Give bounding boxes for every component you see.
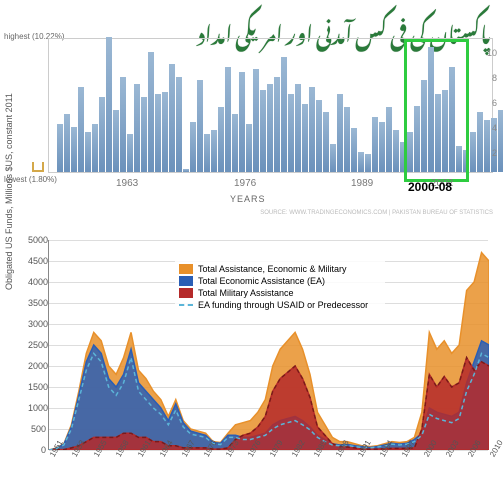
gdp-bar	[106, 37, 112, 172]
gdp-bar	[253, 69, 259, 172]
gdp-bar	[57, 124, 63, 172]
gdp-bar	[337, 94, 343, 172]
chart2-y-tick: 4000	[28, 277, 46, 287]
gdp-bar	[148, 52, 154, 172]
gdp-bar	[176, 77, 182, 172]
gdp-bar	[141, 97, 147, 172]
gdp-bar	[64, 114, 70, 172]
chart2-y-tick: 500	[28, 424, 46, 434]
gdp-bar	[498, 110, 503, 172]
gdp-bar	[211, 130, 217, 172]
gdp-bar	[169, 64, 175, 172]
gdp-bar	[288, 94, 294, 172]
legend-swatch	[179, 276, 193, 286]
legend-label: Total Economic Assistance (EA)	[198, 276, 325, 286]
gdp-bar	[239, 72, 245, 172]
chart1-y-tick: 6	[492, 98, 497, 108]
gdp-bar	[78, 87, 84, 172]
legend-label: EA funding through USAID or Predecessor	[198, 300, 368, 310]
gdp-bar	[120, 77, 126, 172]
legend-label: Total Assistance, Economic & Military	[198, 264, 347, 274]
gdp-bar	[393, 130, 399, 172]
gdp-bar	[85, 132, 91, 172]
gdp-bar	[113, 110, 119, 172]
gdp-bar	[344, 107, 350, 172]
chart2-y-tick: 1000	[28, 403, 46, 413]
chart2-legend: Total Assistance, Economic & Military Tot…	[175, 258, 385, 316]
gdp-bar	[71, 127, 77, 172]
gdp-bar	[204, 134, 210, 172]
gdp-bar	[225, 67, 231, 172]
legend-row: EA funding through USAID or Predecessor	[179, 300, 381, 310]
chart1-y-tick: 2	[492, 148, 497, 158]
legend-swatch	[179, 264, 193, 274]
chart2-y-tick: 0	[28, 445, 46, 455]
chart1-x-axis-label: YEARS	[230, 194, 266, 204]
gdp-bar	[127, 134, 133, 172]
gdp-bar	[365, 154, 371, 172]
chart1-x-tick: 1989	[351, 178, 373, 189]
gdp-bar	[162, 92, 168, 172]
highlight-2000-08-box	[404, 39, 469, 182]
gdp-bar	[260, 90, 266, 172]
gdp-bar	[484, 120, 490, 172]
gdp-bar	[190, 122, 196, 172]
gdp-growth-chart: highest (10.22%) lowest (1.80%) 108642 1…	[0, 30, 503, 210]
gdp-bar	[330, 144, 336, 172]
chart2-x-tick: 2010	[488, 439, 503, 459]
chart2-y-tick: 3000	[28, 319, 46, 329]
chart2-y-tick: 1500	[28, 382, 46, 392]
gdp-bar	[309, 87, 315, 172]
legend-swatch	[179, 288, 193, 298]
gdp-bar	[351, 128, 357, 172]
chart2-y-tick: 3500	[28, 298, 46, 308]
gdp-bar	[92, 124, 98, 172]
chart2-y-tick: 2000	[28, 361, 46, 371]
chart1-y-tick: 4	[492, 123, 497, 133]
chart1-x-tick: 1976	[234, 178, 256, 189]
gdp-bar	[183, 169, 189, 172]
legend-label: Total Military Assistance	[198, 288, 294, 298]
gdp-bar	[197, 80, 203, 172]
gdp-bar	[246, 124, 252, 172]
gdp-bar	[281, 57, 287, 172]
gdp-bar	[323, 112, 329, 172]
gdp-bar	[295, 84, 301, 172]
us-aid-chart: Obligated US Funds, Millions $US, consta…	[0, 230, 503, 503]
gdp-bar	[358, 152, 364, 172]
highlight-2000-08-label: 2000-08	[408, 180, 452, 194]
lowest-marker-icon	[32, 162, 44, 172]
gdp-bar	[386, 107, 392, 172]
chart2-y-tick: 4500	[28, 256, 46, 266]
gdp-bar	[470, 132, 476, 172]
chart1-x-tick: 1963	[116, 178, 138, 189]
gdp-bar	[267, 84, 273, 172]
gdp-bar	[134, 84, 140, 172]
legend-row: Total Military Assistance	[179, 288, 381, 298]
legend-swatch	[179, 304, 193, 306]
chart1-y-tick: 10	[487, 48, 497, 58]
chart2-y-tick: 5000	[28, 235, 46, 245]
gdp-bar	[316, 100, 322, 172]
gdp-bar	[302, 104, 308, 172]
gdp-bar	[218, 107, 224, 172]
gdp-bar	[99, 97, 105, 172]
gdp-bar	[274, 77, 280, 172]
chart1-plot-area	[48, 38, 493, 173]
legend-row: Total Assistance, Economic & Military	[179, 264, 381, 274]
gdp-bar	[232, 114, 238, 172]
gdp-bar	[155, 94, 161, 172]
gdp-bar	[372, 117, 378, 172]
gdp-bar	[379, 122, 385, 172]
chart2-y-tick: 2500	[28, 340, 46, 350]
chart1-source-text: SOURCE: WWW.TRADINGECONOMICS.COM | PAKIS…	[260, 210, 493, 216]
chart2-y-axis-label: Obligated US Funds, Millions $US, consta…	[4, 93, 14, 290]
chart1-y-tick: 8	[492, 73, 497, 83]
legend-row: Total Economic Assistance (EA)	[179, 276, 381, 286]
gdp-bar	[477, 112, 483, 172]
